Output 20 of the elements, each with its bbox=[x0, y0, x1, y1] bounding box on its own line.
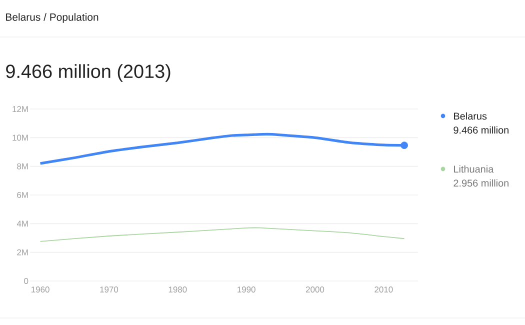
x-tick-label: 1970 bbox=[100, 286, 118, 293]
legend-label: Lithuania bbox=[454, 165, 494, 173]
y-tick-label: 4M bbox=[16, 220, 28, 227]
line-series bbox=[40, 227, 405, 242]
x-tick-label: 1990 bbox=[238, 286, 256, 293]
text: 2.956 million bbox=[454, 179, 508, 187]
y-tick-label: 8M bbox=[17, 163, 28, 170]
y-tick-label: 10M bbox=[12, 134, 28, 141]
legend-label: Belarus bbox=[454, 112, 487, 120]
x-tick-label: 1980 bbox=[168, 286, 187, 293]
x-tick-label: 1960 bbox=[32, 286, 50, 293]
y-tick-label: 12M bbox=[12, 106, 28, 112]
text: 9.466 million bbox=[454, 126, 508, 134]
x-tick-label: 2010 bbox=[374, 286, 393, 293]
x-tick-label: 2000 bbox=[306, 286, 324, 293]
y-tick-label: 2M bbox=[17, 249, 28, 256]
y-tick-label: 0 bbox=[24, 278, 28, 284]
chart-title: 9.466 million (2013) bbox=[6, 64, 170, 82]
chart-subtitle: Belarus / Population bbox=[6, 13, 98, 23]
y-tick-label: 6M bbox=[17, 192, 28, 198]
